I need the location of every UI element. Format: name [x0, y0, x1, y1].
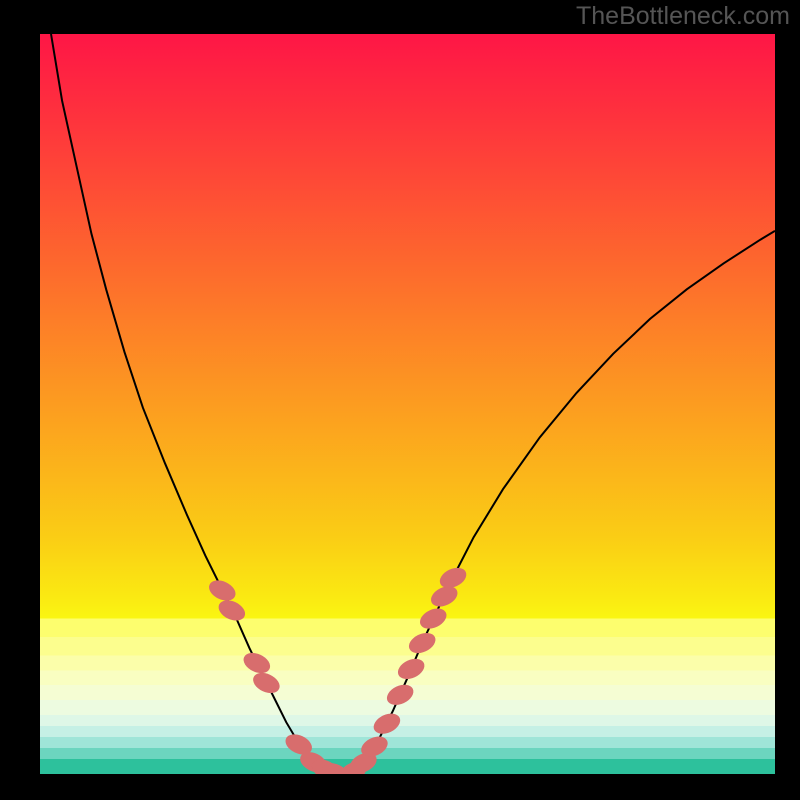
chart-container: TheBottleneck.com: [0, 0, 800, 800]
chart-svg: [0, 0, 800, 800]
watermark-text: TheBottleneck.com: [576, 2, 790, 31]
